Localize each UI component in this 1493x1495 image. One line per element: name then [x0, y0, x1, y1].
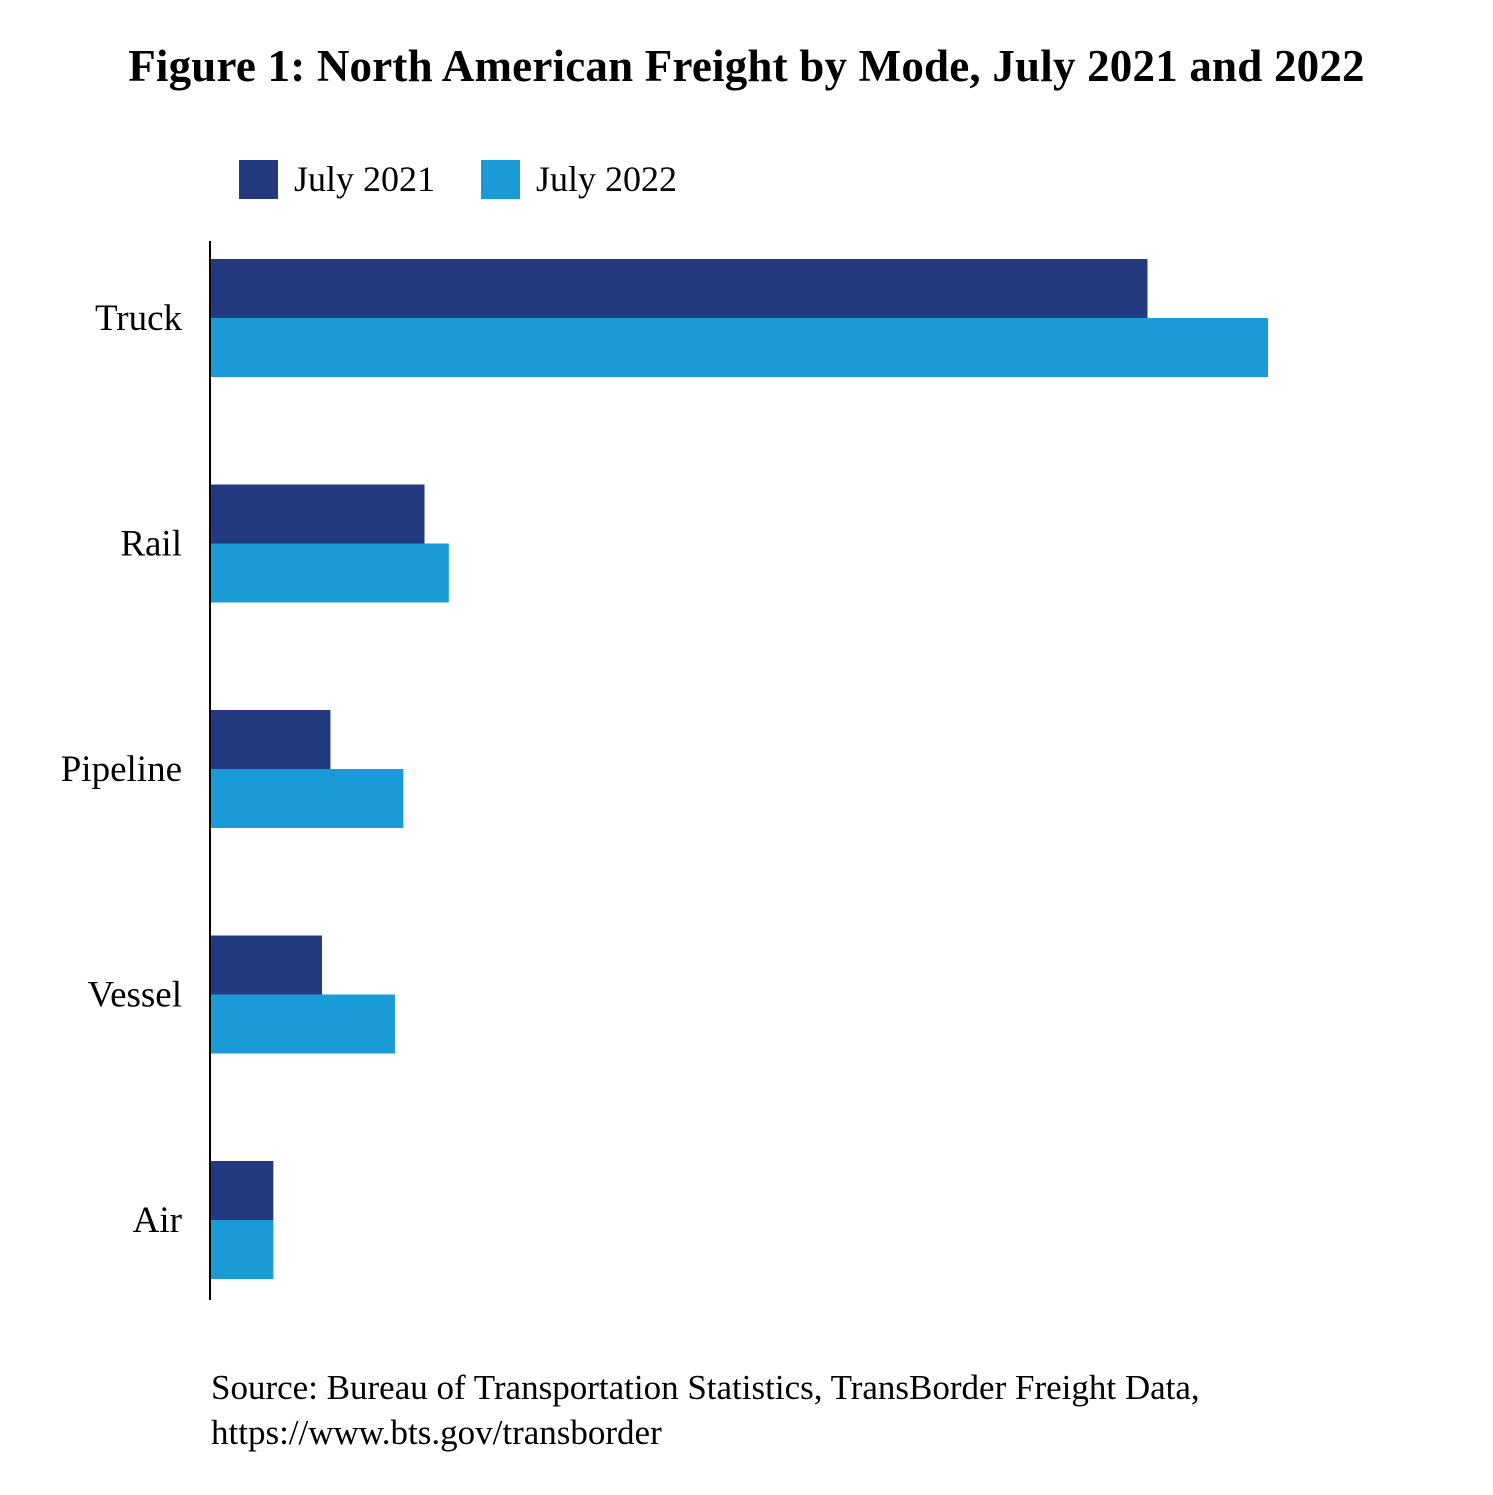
legend-label-2021: July 2021 — [294, 159, 436, 199]
category-label-pipeline: Pipeline — [61, 749, 182, 790]
source-note: Source: Bureau of Transportation Statist… — [211, 1365, 1200, 1455]
category-label-truck: Truck — [95, 298, 183, 339]
bar-pipeline-july-2022 — [211, 769, 404, 828]
bar-pipeline-july-2021 — [211, 710, 331, 769]
category-label-vessel: Vessel — [87, 975, 182, 1016]
source-url: https://www.bts.gov/transborder — [211, 1413, 662, 1452]
bar-vessel-july-2021 — [211, 935, 322, 995]
legend-swatch-2022 — [481, 159, 521, 199]
bar-vessel-july-2022 — [211, 994, 395, 1054]
legend-item-2021: July 2021 — [239, 158, 435, 200]
legend-swatch-2021 — [239, 159, 278, 199]
bar-rail-july-2021 — [211, 484, 425, 544]
legend-item-2022: July 2022 — [481, 158, 677, 200]
bar-air-july-2022 — [211, 1220, 274, 1279]
bar-air-july-2021 — [211, 1161, 274, 1220]
bar-truck-july-2021 — [211, 259, 1148, 318]
chart-title: Figure 1: North American Freight by Mode… — [128, 41, 1365, 91]
category-label-air: Air — [133, 1200, 182, 1241]
bar-rail-july-2022 — [211, 543, 449, 603]
category-label-rail: Rail — [120, 524, 182, 565]
source-text: Source: Bureau of Transportation Statist… — [211, 1368, 1200, 1407]
bar-truck-july-2022 — [211, 318, 1268, 377]
legend-label-2022: July 2022 — [536, 159, 678, 199]
legend: July 2021 July 2022 — [239, 158, 723, 200]
